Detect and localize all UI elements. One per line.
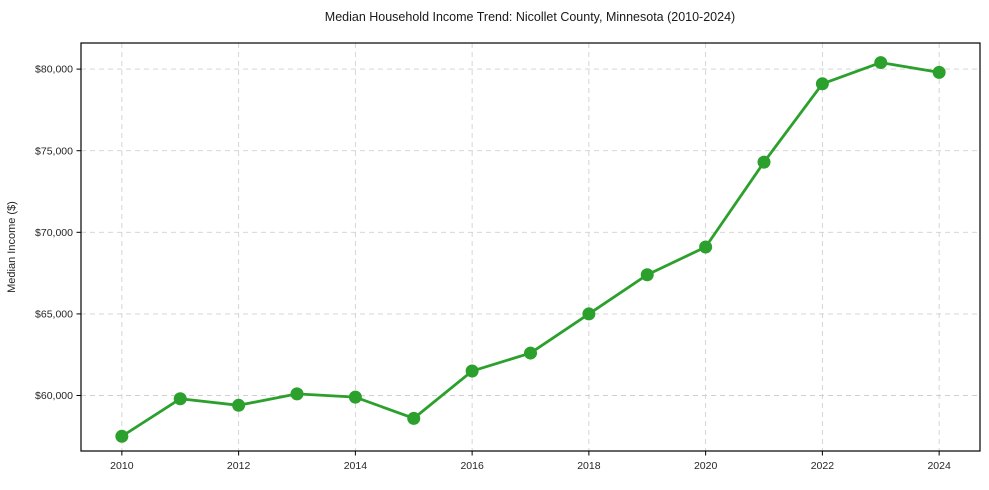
x-tick-label: 2016 [460, 460, 484, 472]
y-axis-label: Median Income ($) [6, 201, 18, 293]
chart-title: Median Household Income Trend: Nicollet … [325, 10, 735, 24]
x-tick-label: 2010 [110, 460, 134, 472]
x-tick-label: 2012 [227, 460, 251, 472]
series-layer [115, 56, 946, 443]
tick-layer: 2010 2012 2014 2016 2018 2020 2022 2024 $60,000 $… [35, 64, 951, 472]
data-point [582, 307, 596, 321]
plot-border [80, 42, 981, 452]
data-point [115, 429, 129, 443]
plot-area [81, 43, 980, 451]
x-tick-label: 2024 [927, 460, 951, 472]
data-point [407, 411, 421, 425]
data-point [699, 240, 713, 254]
data-point [290, 387, 304, 401]
data-point [524, 346, 537, 360]
y-tick-label: $65,000 [35, 309, 73, 321]
data-point [815, 77, 829, 91]
data-point [932, 65, 946, 79]
data-point [640, 268, 654, 282]
data-point [348, 390, 362, 404]
x-tick-label: 2018 [577, 460, 601, 472]
data-point [465, 364, 479, 378]
data-point [757, 155, 771, 169]
x-tick-label: 2014 [344, 460, 368, 472]
y-tick-label: $75,000 [35, 145, 73, 157]
y-tick-label: $70,000 [35, 227, 73, 239]
data-point [173, 392, 187, 406]
data-point [232, 398, 246, 412]
x-tick-label: 2022 [811, 460, 835, 472]
data-point [874, 56, 888, 70]
grid-layer [81, 43, 980, 451]
x-tick-label: 2020 [694, 460, 718, 472]
y-tick-label: $80,000 [35, 64, 73, 76]
y-tick-label: $60,000 [35, 390, 73, 402]
